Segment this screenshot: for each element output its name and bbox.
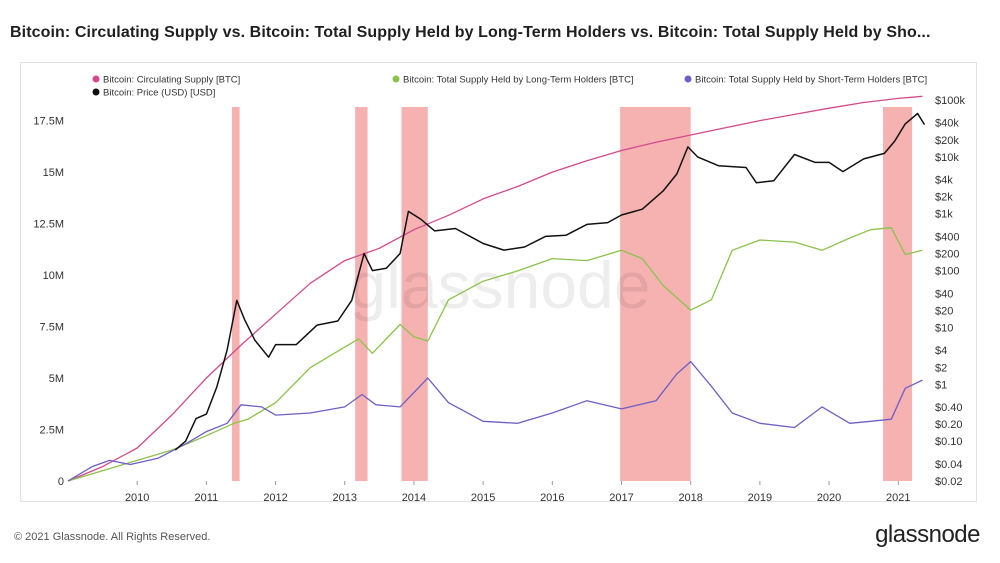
x-tick-label-10: 2020 <box>817 492 841 504</box>
x-tick-label-6: 2016 <box>540 492 564 504</box>
legend-marker-0 <box>92 75 100 83</box>
right-tick-label-9: $100 <box>935 266 959 278</box>
x-axis: 2010 2011 2012 2013 2014 2015 2016 2017 2018 2019… <box>125 481 910 504</box>
left-tick-label-7: 17.5M <box>33 116 64 128</box>
shaded-period-0 <box>231 107 240 481</box>
chart-title: Bitcoin: Circulating Supply vs. Bitcoin:… <box>10 24 931 41</box>
x-tick-label-7: 2017 <box>609 492 633 504</box>
right-tick-label-11: $20 <box>935 305 953 317</box>
x-tick-label-0: 2010 <box>125 492 149 504</box>
legend-label-1: Bitcoin: Total Supply Held by Long-Term … <box>403 75 634 86</box>
right-tick-label-8: $200 <box>935 249 959 261</box>
shaded-period-4 <box>883 107 913 481</box>
chart-frame <box>20 62 977 502</box>
left-tick-label-3: 7.5M <box>40 322 64 334</box>
right-tick-label-14: $2 <box>935 362 947 374</box>
x-tick-label-11: 2021 <box>886 492 910 504</box>
series-lines <box>67 95 926 482</box>
left-axis: 0 2.5M 5M 7.5M 10M 12.5M 15M 17.5M <box>33 116 64 488</box>
legend-marker-1 <box>392 75 400 83</box>
right-tick-label-13: $4 <box>935 345 947 357</box>
shaded-period-2 <box>401 107 428 481</box>
left-tick-label-1: 2.5M <box>40 425 64 437</box>
series-line-2 <box>67 360 923 482</box>
right-tick-label-4: $4k <box>935 175 953 187</box>
legend: Bitcoin: Circulating Supply [BTC] Bitcoin… <box>92 75 927 99</box>
x-tick-label-9: 2019 <box>748 492 772 504</box>
left-tick-label-0: 0 <box>58 476 64 488</box>
right-tick-label-19: $0.04 <box>935 459 963 471</box>
right-axis: $100k $40k $20k $10k $4k $2k $1k $400 $200 $100 $4… <box>935 95 965 488</box>
right-tick-label-12: $10 <box>935 322 953 334</box>
left-tick-label-2: 5M <box>49 373 64 385</box>
right-tick-label-5: $2k <box>935 192 953 204</box>
left-tick-label-6: 15M <box>43 167 64 179</box>
left-tick-label-5: 12.5M <box>33 219 64 231</box>
right-tick-label-17: $0.20 <box>935 419 963 431</box>
right-tick-label-16: $0.40 <box>935 402 963 414</box>
x-tick-label-5: 2015 <box>471 492 495 504</box>
right-tick-label-20: $0.02 <box>935 476 963 488</box>
legend-label-0: Bitcoin: Circulating Supply [BTC] <box>103 75 240 86</box>
right-tick-label-0: $100k <box>935 95 965 107</box>
x-tick-label-2: 2012 <box>263 492 287 504</box>
legend-marker-2 <box>684 75 692 83</box>
x-tick-label-4: 2014 <box>402 492 426 504</box>
legend-label-2: Bitcoin: Total Supply Held by Short-Term… <box>695 75 927 86</box>
glassnode-logo[interactable]: glassnode <box>875 521 980 548</box>
left-tick-label-4: 10M <box>43 270 64 282</box>
legend-label-3: Bitcoin: Price (USD) [USD] <box>103 88 215 99</box>
right-tick-label-3: $10k <box>935 152 959 164</box>
copyright-text: © 2021 Glassnode. All Rights Reserved. <box>14 531 211 543</box>
right-tick-label-6: $1k <box>935 209 953 221</box>
x-tick-label-8: 2018 <box>678 492 702 504</box>
legend-marker-3 <box>92 88 100 96</box>
right-tick-label-7: $400 <box>935 231 959 243</box>
right-tick-label-1: $40k <box>935 118 959 130</box>
series-line-3 <box>174 112 926 451</box>
shaded-period-1 <box>355 107 368 481</box>
series-line-0 <box>67 95 923 482</box>
right-tick-label-2: $20k <box>935 135 959 147</box>
watermark: glassnode <box>350 248 651 322</box>
x-tick-label-1: 2011 <box>195 492 219 504</box>
right-tick-label-18: $0.10 <box>935 436 963 448</box>
right-tick-label-15: $1 <box>935 379 947 391</box>
series-line-1 <box>67 227 923 482</box>
right-tick-label-10: $40 <box>935 288 953 300</box>
x-tick-label-3: 2013 <box>333 492 357 504</box>
